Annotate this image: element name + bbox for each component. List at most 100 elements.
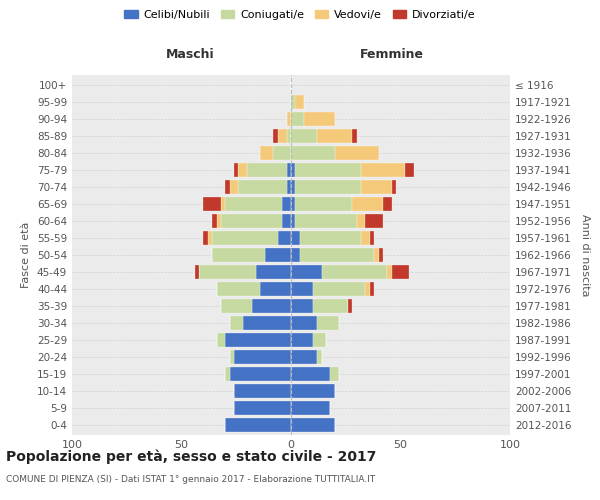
Bar xyxy=(226,180,230,194)
Bar xyxy=(278,130,287,143)
Bar xyxy=(370,231,374,245)
Bar xyxy=(234,350,291,364)
Bar xyxy=(348,299,352,312)
Bar xyxy=(291,282,313,296)
Bar xyxy=(212,248,265,262)
Bar xyxy=(291,112,304,126)
Bar xyxy=(295,214,356,228)
Bar xyxy=(291,130,317,143)
Bar xyxy=(361,180,392,194)
Bar xyxy=(295,198,352,211)
Bar xyxy=(203,198,221,211)
Bar xyxy=(274,146,291,160)
Bar xyxy=(291,198,295,211)
Bar xyxy=(300,231,361,245)
Bar xyxy=(221,214,282,228)
Bar xyxy=(287,130,291,143)
Bar xyxy=(388,265,392,279)
Bar xyxy=(317,130,352,143)
Legend: Celibi/Nubili, Coniugati/e, Vedovi/e, Divorziati/e: Celibi/Nubili, Coniugati/e, Vedovi/e, Di… xyxy=(120,6,480,25)
Bar xyxy=(291,418,335,432)
Bar xyxy=(405,164,413,177)
Bar xyxy=(212,231,278,245)
Bar xyxy=(238,180,287,194)
Text: COMUNE DI PIENZA (SI) - Dati ISTAT 1° gennaio 2017 - Elaborazione TUTTITALIA.IT: COMUNE DI PIENZA (SI) - Dati ISTAT 1° ge… xyxy=(6,475,375,484)
Bar xyxy=(282,214,291,228)
Bar xyxy=(291,401,331,414)
Bar xyxy=(217,333,226,346)
Bar xyxy=(282,198,291,211)
Bar xyxy=(357,214,365,228)
Bar xyxy=(361,231,370,245)
Text: Maschi: Maschi xyxy=(166,48,215,60)
Bar xyxy=(230,350,234,364)
Text: Femmine: Femmine xyxy=(360,48,424,60)
Bar xyxy=(212,214,217,228)
Bar xyxy=(287,180,291,194)
Bar xyxy=(291,231,300,245)
Bar xyxy=(317,316,339,330)
Bar xyxy=(260,282,291,296)
Bar xyxy=(365,214,383,228)
Bar xyxy=(291,316,317,330)
Bar xyxy=(221,198,226,211)
Bar xyxy=(361,164,405,177)
Bar xyxy=(322,265,388,279)
Bar xyxy=(392,265,409,279)
Bar xyxy=(278,231,291,245)
Bar xyxy=(291,146,335,160)
Bar xyxy=(234,384,291,398)
Bar xyxy=(291,180,295,194)
Bar xyxy=(317,350,322,364)
Bar xyxy=(287,164,291,177)
Bar xyxy=(291,96,295,109)
Bar xyxy=(226,198,282,211)
Bar xyxy=(226,367,230,380)
Bar xyxy=(365,282,370,296)
Bar xyxy=(352,130,356,143)
Bar xyxy=(226,333,291,346)
Bar xyxy=(199,265,256,279)
Bar xyxy=(352,198,383,211)
Bar xyxy=(230,180,238,194)
Bar xyxy=(221,299,251,312)
Bar xyxy=(230,316,243,330)
Bar xyxy=(374,248,379,262)
Bar xyxy=(291,367,331,380)
Bar xyxy=(217,214,221,228)
Bar xyxy=(291,333,313,346)
Bar xyxy=(313,299,348,312)
Bar xyxy=(392,180,396,194)
Bar xyxy=(251,299,291,312)
Bar xyxy=(291,350,317,364)
Bar xyxy=(208,231,212,245)
Text: Popolazione per età, sesso e stato civile - 2017: Popolazione per età, sesso e stato civil… xyxy=(6,450,376,464)
Bar xyxy=(313,282,365,296)
Bar xyxy=(265,248,291,262)
Bar xyxy=(291,299,313,312)
Bar xyxy=(194,265,199,279)
Bar xyxy=(295,180,361,194)
Bar xyxy=(335,146,379,160)
Bar xyxy=(260,146,274,160)
Bar xyxy=(230,367,291,380)
Bar xyxy=(243,316,291,330)
Bar xyxy=(234,401,291,414)
Bar xyxy=(226,418,291,432)
Y-axis label: Fasce di età: Fasce di età xyxy=(22,222,31,288)
Bar xyxy=(238,164,247,177)
Bar xyxy=(287,112,291,126)
Bar xyxy=(300,248,374,262)
Bar xyxy=(217,282,260,296)
Bar xyxy=(234,164,238,177)
Bar xyxy=(295,96,304,109)
Bar xyxy=(370,282,374,296)
Bar xyxy=(291,164,295,177)
Bar xyxy=(256,265,291,279)
Bar xyxy=(313,333,326,346)
Bar xyxy=(291,248,300,262)
Bar xyxy=(383,198,392,211)
Bar xyxy=(291,214,295,228)
Bar xyxy=(291,384,335,398)
Bar xyxy=(295,164,361,177)
